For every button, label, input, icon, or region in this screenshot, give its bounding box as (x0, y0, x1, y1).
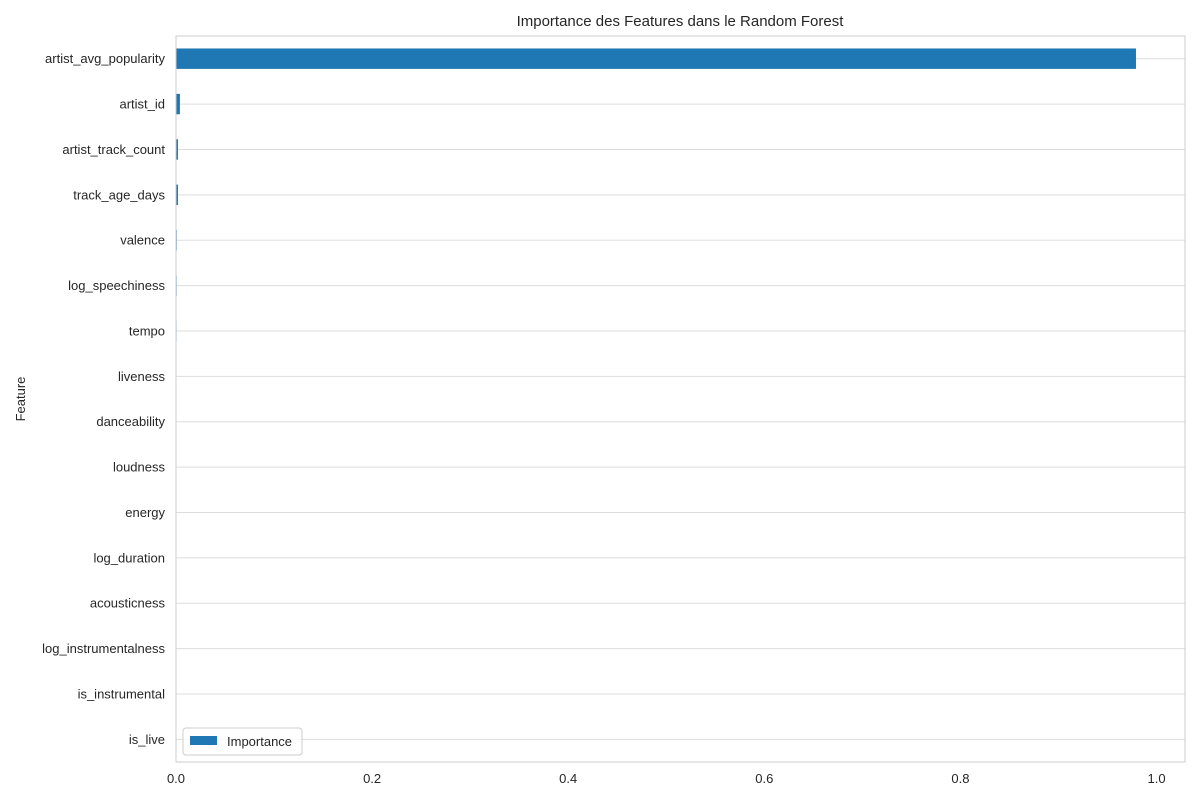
bars-layer (176, 48, 1136, 750)
y-tick-label: is_instrumental (78, 686, 166, 701)
legend: Importance (182, 727, 303, 756)
bar-artist_avg_popularity (176, 48, 1136, 69)
bar-artist_track_count (176, 139, 178, 160)
legend-label: Importance (227, 734, 292, 749)
x-tick-label: 1.0 (1148, 771, 1166, 786)
x-tick-label: 0.4 (559, 771, 577, 786)
y-tick-label: artist_track_count (62, 142, 165, 157)
y-tick-label: loudness (113, 460, 166, 475)
legend-swatch (190, 736, 217, 745)
x-tick-label: 0.2 (363, 771, 381, 786)
y-tick-label: artist_avg_popularity (45, 51, 165, 66)
y-tick-label: artist_id (119, 97, 165, 112)
y-tick-label: danceability (96, 414, 165, 429)
y-tick-labels: artist_avg_popularity artist_id artist_tra… (42, 51, 165, 747)
y-tick-label: tempo (129, 323, 165, 338)
y-tick-label: liveness (118, 369, 165, 384)
y-tick-label: valence (120, 233, 165, 248)
y-tick-label: log_instrumentalness (42, 641, 165, 656)
x-tick-label: 0.8 (951, 771, 969, 786)
y-tick-label: acousticness (90, 596, 166, 611)
plot-frame (175, 35, 1186, 763)
y-tick-label: energy (125, 505, 165, 520)
bar-artist_id (176, 93, 180, 115)
x-tick-labels: 0.0 0.2 0.4 0.6 0.8 1.0 (167, 771, 1166, 786)
bar-track_age_days (176, 184, 178, 206)
y-tick-label: log_speechiness (68, 278, 165, 293)
x-tick-label: 0.6 (755, 771, 773, 786)
legend-box (182, 727, 303, 756)
grid-layer (176, 58, 1185, 740)
y-tick-label: log_duration (93, 550, 165, 565)
chart-title: Importance des Features dans le Random F… (517, 13, 845, 30)
y-axis-label: Feature (13, 377, 28, 422)
x-tick-label: 0.0 (167, 771, 185, 786)
y-tick-label: is_live (129, 732, 165, 747)
y-tick-label: track_age_days (73, 187, 165, 202)
